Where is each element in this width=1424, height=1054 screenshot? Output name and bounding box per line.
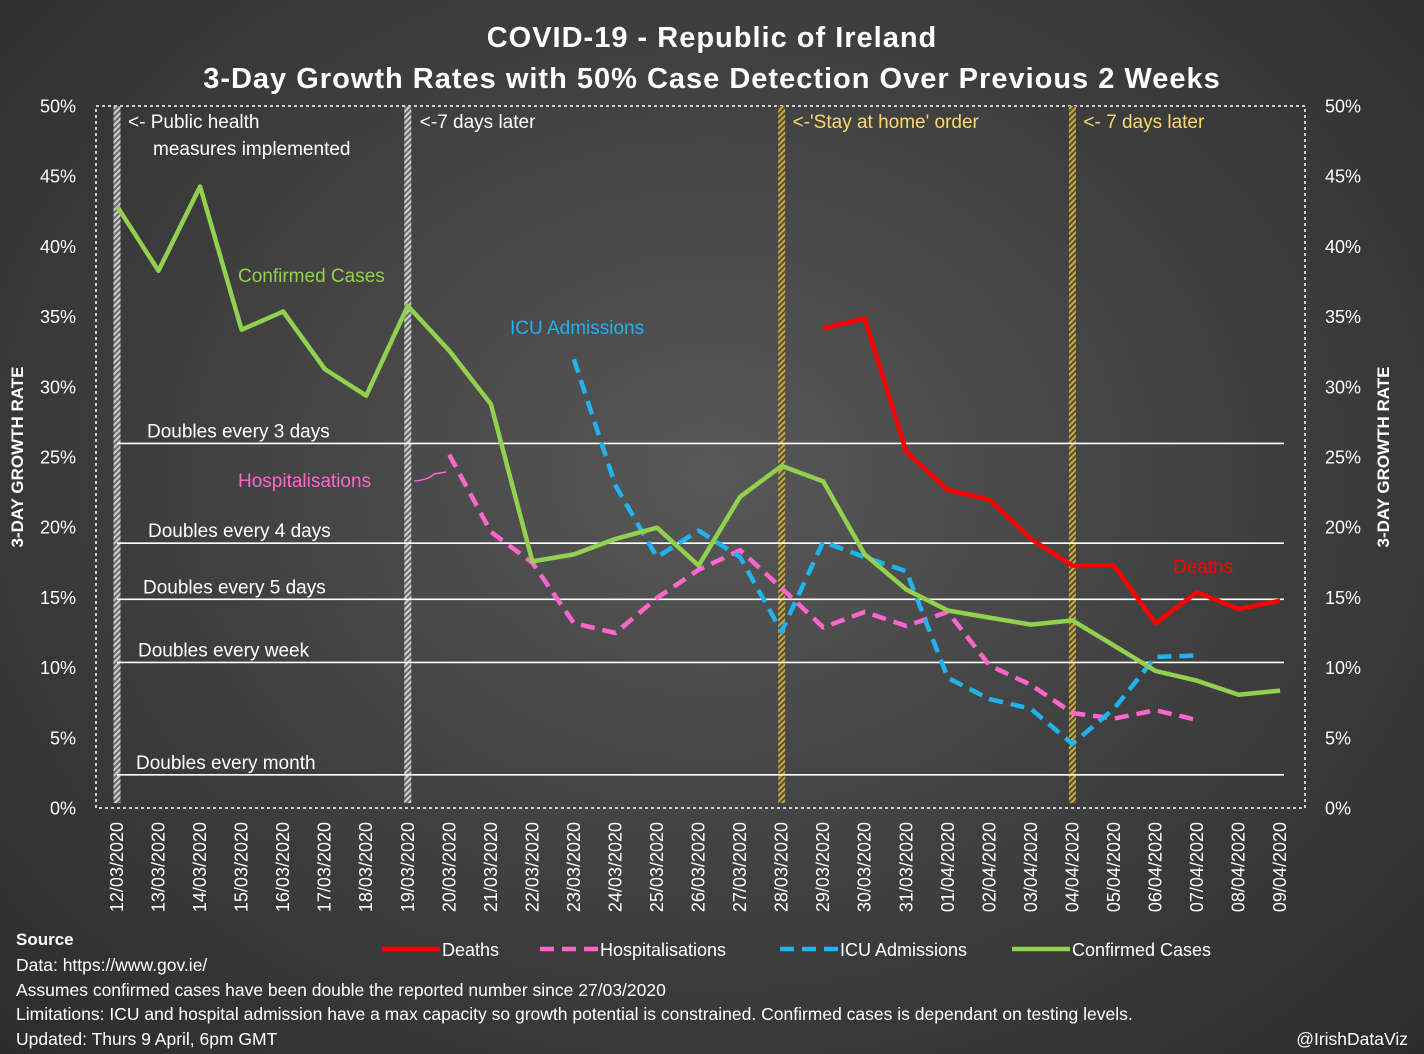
- x-tick-label: 14/03/2020: [190, 822, 210, 912]
- y-tick-label-left: 5%: [50, 728, 76, 748]
- y-tick-label-left: 45%: [40, 167, 76, 187]
- reference-lines: Doubles every 3 days Doubles every 4 days…: [117, 421, 1284, 776]
- y-tick-label-left: 10%: [40, 658, 76, 678]
- x-tick-label: 31/03/2020: [896, 822, 916, 912]
- y-tick-label-right: 40%: [1325, 237, 1361, 257]
- x-tick-label: 22/03/2020: [522, 822, 542, 912]
- reference-line-label: Doubles every 3 days: [147, 421, 330, 442]
- x-tick-label: 09/04/2020: [1270, 822, 1290, 912]
- event-marker-label: <-'Stay at home' order: [793, 112, 980, 133]
- y-tick-label-right: 35%: [1325, 307, 1361, 327]
- legend-label: Hospitalisations: [600, 940, 726, 960]
- x-tick-label: 05/04/2020: [1104, 822, 1124, 912]
- event-marker-bar: [404, 106, 412, 803]
- series-line-confirmed-cases: [115, 184, 1281, 698]
- x-tick-label: 20/03/2020: [439, 822, 459, 912]
- x-tick-label: 16/03/2020: [273, 822, 293, 912]
- series-line-deaths: [822, 316, 1281, 626]
- y-axis-left: 0% 5% 10% 15% 20% 25% 30% 35% 40% 45% 50%: [40, 97, 76, 819]
- source-heading: Source: [16, 930, 74, 949]
- x-tick-label: 07/04/2020: [1187, 822, 1207, 912]
- y-tick-label-right: 50%: [1325, 97, 1361, 117]
- x-tick-label: 17/03/2020: [315, 822, 335, 912]
- x-axis: 12/03/2020 13/03/2020 14/03/2020 15/03/2020…: [107, 822, 1290, 912]
- source-line-limitations: Limitations: ICU and hospital admission …: [16, 1004, 1133, 1025]
- source-line-updated: Updated: Thurs 9 April, 6pm GMT: [16, 1029, 278, 1050]
- x-tick-label: 29/03/2020: [813, 822, 833, 912]
- reference-line-label: Doubles every 4 days: [148, 521, 331, 542]
- legend-label: Deaths: [442, 940, 499, 960]
- x-tick-label: 24/03/2020: [605, 822, 625, 912]
- x-tick-label: 02/04/2020: [979, 822, 999, 912]
- legend: Deaths Hospitalisations ICU Admissions Conf…: [382, 940, 1211, 960]
- source-line-assumption: Assumes confirmed cases have been double…: [16, 979, 666, 1000]
- y-axis-right: 0% 5% 10% 15% 20% 25% 30% 35% 40% 45% 50%: [1325, 97, 1361, 819]
- y-tick-label-left: 50%: [40, 97, 76, 117]
- series-line-hospitalisations: [447, 453, 1198, 723]
- chart-title-line2: 3-Day Growth Rates with 50% Case Detecti…: [203, 63, 1221, 95]
- event-marker-label: <-7 days later: [420, 112, 536, 133]
- x-tick-label: 23/03/2020: [564, 822, 584, 912]
- y-tick-label-left: 40%: [40, 237, 76, 257]
- series-label: Hospitalisations: [238, 471, 371, 492]
- x-tick-label: 18/03/2020: [356, 822, 376, 912]
- x-tick-label: 19/03/2020: [398, 822, 418, 912]
- y-axis-title-left: 3-DAY GROWTH RATE: [8, 366, 27, 547]
- y-tick-label-right: 20%: [1325, 518, 1361, 538]
- x-tick-label: 15/03/2020: [232, 822, 252, 912]
- series-labels: Confirmed Cases ICU Admissions Hospitalisa…: [238, 266, 1233, 578]
- reference-line-label: Doubles every 5 days: [143, 577, 326, 598]
- x-tick-label: 25/03/2020: [647, 822, 667, 912]
- reference-line-label: Doubles every month: [136, 753, 316, 774]
- plot-area-border: [95, 105, 1306, 809]
- y-axis-title-right: 3-DAY GROWTH RATE: [1374, 366, 1393, 547]
- series-label: ICU Admissions: [510, 318, 644, 339]
- x-tick-label: 21/03/2020: [481, 822, 501, 912]
- x-tick-label: 04/04/2020: [1062, 822, 1082, 912]
- chart-title-line1: COVID-19 - Republic of Ireland: [487, 22, 938, 54]
- y-tick-label-right: 45%: [1325, 167, 1361, 187]
- y-tick-label-right: 25%: [1325, 448, 1361, 468]
- y-tick-label-left: 0%: [50, 799, 76, 819]
- legend-label: ICU Admissions: [840, 940, 967, 960]
- x-tick-label: 12/03/2020: [107, 822, 127, 912]
- x-tick-label: 30/03/2020: [855, 822, 875, 912]
- author-credit: @IrishDataViz: [1296, 1029, 1408, 1049]
- series-label: Deaths: [1173, 557, 1233, 578]
- event-marker-label-2: measures implemented: [153, 139, 350, 160]
- event-marker-bar: [1068, 106, 1076, 803]
- x-tick-label: 08/04/2020: [1229, 822, 1249, 912]
- y-tick-label-left: 30%: [40, 377, 76, 397]
- x-tick-label: 27/03/2020: [730, 822, 750, 912]
- series-lines: [115, 184, 1281, 747]
- event-marker-bar: [113, 106, 121, 803]
- x-tick-label: 26/03/2020: [689, 822, 709, 912]
- x-tick-label: 06/04/2020: [1146, 822, 1166, 912]
- x-tick-label: 03/04/2020: [1021, 822, 1041, 912]
- x-tick-label: 13/03/2020: [149, 822, 169, 912]
- y-tick-label-right: 15%: [1325, 588, 1361, 608]
- event-marker-bar: [778, 106, 786, 803]
- hospitalisations-callout-line: [413, 471, 447, 482]
- series-label: Confirmed Cases: [238, 266, 385, 287]
- y-tick-label-right: 30%: [1325, 377, 1361, 397]
- event-markers: <- Public health measures implemented <-7 …: [113, 106, 1205, 803]
- y-tick-label-left: 35%: [40, 307, 76, 327]
- y-tick-label-right: 5%: [1325, 728, 1351, 748]
- x-tick-label: 01/04/2020: [938, 822, 958, 912]
- series-line-icu-admissions: [571, 358, 1198, 747]
- legend-label: Confirmed Cases: [1072, 940, 1211, 960]
- y-tick-label-right: 10%: [1325, 658, 1361, 678]
- x-tick-label: 28/03/2020: [772, 822, 792, 912]
- reference-line-label: Doubles every week: [138, 640, 310, 661]
- y-tick-label-left: 25%: [40, 448, 76, 468]
- event-marker-label: <- Public health: [128, 112, 260, 133]
- y-tick-label-right: 0%: [1325, 799, 1351, 819]
- y-tick-label-left: 15%: [40, 588, 76, 608]
- source-line-data: Data: https://www.gov.ie/: [16, 954, 208, 975]
- y-tick-label-left: 20%: [40, 518, 76, 538]
- source-footer: Source Data: https://www.gov.ie/ Assumes…: [16, 928, 1133, 1052]
- event-marker-label: <- 7 days later: [1083, 112, 1205, 133]
